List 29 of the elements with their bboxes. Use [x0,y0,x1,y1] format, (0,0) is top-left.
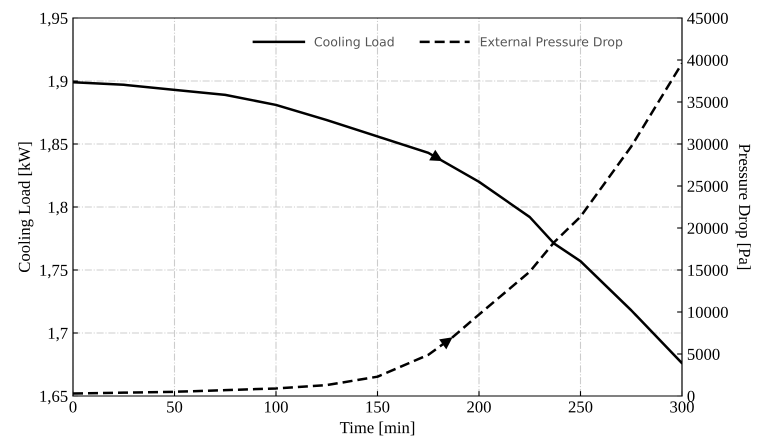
y2-tick-label: 10000 [688,306,728,318]
y-tick-label: 1,65 [40,390,68,404]
y2-tick-label: 5000 [688,348,720,360]
y-tick-label: 1,8 [48,202,68,216]
y-tick-label: 1,95 [40,12,68,26]
y-tick-label: 1,85 [40,138,68,152]
y-axis-title: Cooling Load [kW] [18,142,34,272]
y2-tick-label: 40000 [687,54,728,66]
y-tick-label: 1,7 [48,328,68,342]
legend-label: Cooling Load [314,36,394,49]
x-tick-label: 250 [568,401,592,413]
y2-tick-label: 15000 [688,264,728,276]
y2-tick-label: 25000 [688,180,728,192]
y2-tick-label: 45000 [687,12,728,24]
y2-axis-title: Pressure Drop [Pa] [736,144,751,270]
x-tick-label: 50 [167,401,182,413]
x-tick-label: 150 [366,401,390,413]
y-tick-label: 1,9 [48,76,68,90]
x-axis-title: Time [min] [340,422,414,436]
legend-label: External Pressure Drop [480,36,622,49]
y2-tick-label: 20000 [688,222,728,234]
x-tick-label: 0 [69,401,77,413]
y-tick-label: 1,75 [40,264,68,278]
x-tick-label: 100 [264,401,288,413]
x-tick-label: 200 [467,401,491,413]
y2-tick-label: 0 [687,390,695,402]
y2-tick-label: 35000 [688,96,728,108]
y2-tick-label: 30000 [688,138,728,150]
x-tick-label: 300 [670,401,694,413]
